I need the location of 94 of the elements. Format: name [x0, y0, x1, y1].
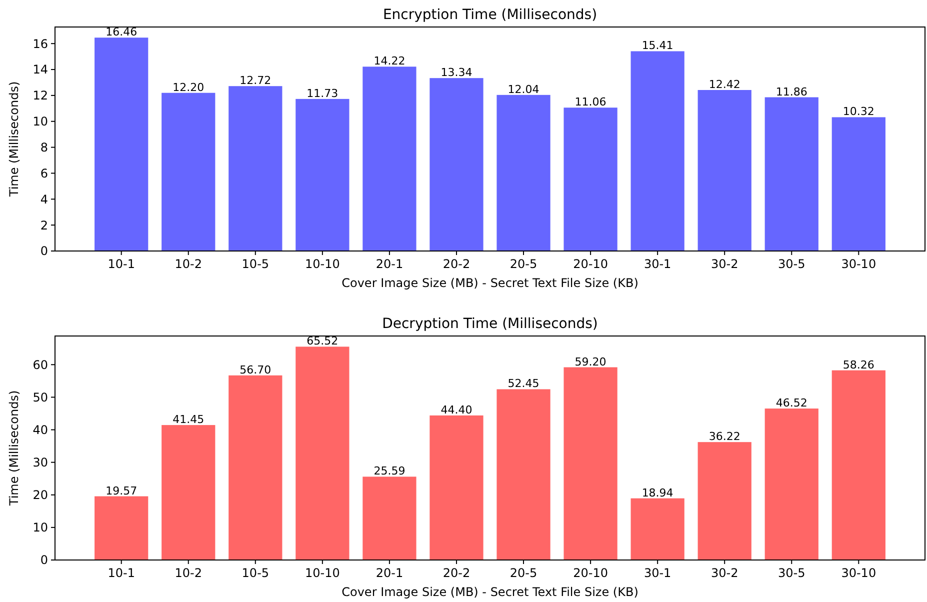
x-axis-title: Cover Image Size (MB) - Secret Text File Size (KB): [342, 276, 638, 290]
x-tick-label: 30-1: [644, 257, 672, 271]
y-tick-label: 0: [40, 553, 48, 568]
y-axis-title: Time (Milliseconds): [7, 390, 21, 507]
data-label: 16.46: [106, 26, 138, 39]
y-tick-label: 2: [40, 218, 48, 232]
x-tick-label: 30-5: [778, 566, 806, 580]
y-tick-label: 12: [32, 88, 48, 103]
bar: [496, 389, 550, 560]
data-label: 10.32: [842, 105, 874, 118]
x-tick-label: 20-5: [510, 257, 538, 271]
x-tick-label: 10-1: [108, 566, 135, 580]
data-label: 12.04: [508, 82, 540, 96]
y-tick-label: 4: [40, 192, 48, 206]
data-label: 11.06: [574, 96, 606, 109]
data-label: 11.73: [306, 86, 338, 100]
x-tick-label: 20-10: [573, 566, 608, 580]
data-label: 15.41: [642, 39, 674, 52]
bar: [698, 90, 752, 251]
bar: [832, 117, 886, 251]
y-tick-label: 8: [40, 140, 48, 154]
y-tick-label: 14: [32, 62, 48, 77]
data-label: 19.57: [106, 484, 138, 498]
bar: [228, 86, 282, 251]
x-tick-label: 20-5: [510, 566, 538, 580]
data-label: 14.22: [374, 54, 406, 68]
y-tick-label: 20: [32, 488, 48, 502]
y-tick-label: 50: [32, 390, 48, 404]
bar: [162, 92, 216, 251]
x-tick-label: 10-1: [108, 257, 135, 271]
y-tick-label: 30: [32, 456, 48, 470]
bar: [228, 375, 282, 560]
bar: [564, 108, 618, 251]
data-label: 65.52: [306, 334, 338, 348]
data-label: 52.45: [508, 377, 540, 390]
x-tick-label: 30-10: [841, 566, 876, 580]
x-tick-label: 30-10: [841, 257, 876, 271]
x-tick-label: 10-10: [304, 257, 340, 271]
x-tick-label: 30-2: [710, 566, 738, 580]
data-label: 58.26: [842, 358, 874, 372]
x-tick-label: 20-10: [573, 257, 608, 271]
bar: [296, 98, 350, 251]
y-axis-title: Time (Milliseconds): [7, 81, 21, 198]
bar: [698, 442, 752, 560]
y-tick-label: 60: [32, 358, 48, 372]
y-tick-label: 40: [32, 422, 48, 437]
data-label: 36.22: [708, 430, 740, 444]
bar: [94, 38, 148, 251]
data-label: 12.72: [240, 74, 272, 88]
data-label: 18.94: [642, 486, 674, 500]
bar: [430, 78, 484, 251]
bar: [764, 97, 818, 251]
x-tick-label: 30-1: [644, 566, 672, 580]
bar: [362, 476, 416, 560]
data-label: 11.86: [776, 85, 808, 98]
bar: [832, 370, 886, 560]
x-tick-label: 30-5: [778, 257, 806, 271]
bar: [162, 425, 216, 560]
data-label: 25.59: [374, 464, 406, 478]
y-tick-label: 6: [40, 166, 48, 180]
bar: [496, 94, 550, 251]
x-tick-label: 20-1: [376, 566, 404, 580]
data-label: 12.20: [172, 80, 204, 94]
x-tick-label: 10-5: [242, 257, 270, 271]
bar: [296, 346, 350, 560]
data-label: 59.20: [574, 355, 606, 368]
data-label: 46.52: [776, 396, 808, 410]
bar: [630, 51, 684, 251]
data-label: 44.40: [440, 403, 472, 416]
x-tick-label: 10-2: [174, 257, 202, 271]
bar: [630, 498, 684, 560]
x-tick-label: 20-2: [442, 257, 470, 271]
x-tick-label: 20-2: [442, 566, 470, 580]
x-axis-title: Cover Image Size (MB) - Secret Text File Size (KB): [342, 585, 638, 599]
chart-title: Decryption Time (Milliseconds): [382, 316, 598, 332]
x-tick-label: 10-5: [242, 566, 270, 580]
data-label: 13.34: [440, 66, 472, 80]
y-tick-label: 0: [40, 244, 48, 258]
bar: [430, 415, 484, 560]
bar: [362, 66, 416, 251]
x-tick-label: 10-10: [304, 566, 340, 580]
y-tick-label: 10: [32, 520, 48, 535]
data-label: 41.45: [172, 413, 204, 426]
bar: [94, 496, 148, 560]
x-tick-label: 20-1: [376, 257, 404, 271]
chart-title: Encryption Time (Milliseconds): [382, 7, 598, 23]
data-label: 12.42: [708, 78, 740, 91]
y-tick-label: 16: [32, 36, 48, 51]
y-tick-label: 10: [32, 114, 48, 129]
bar: [564, 367, 618, 560]
x-tick-label: 10-2: [174, 566, 202, 580]
x-tick-label: 30-2: [710, 257, 738, 271]
bar: [764, 408, 818, 560]
data-label: 56.70: [240, 363, 272, 376]
